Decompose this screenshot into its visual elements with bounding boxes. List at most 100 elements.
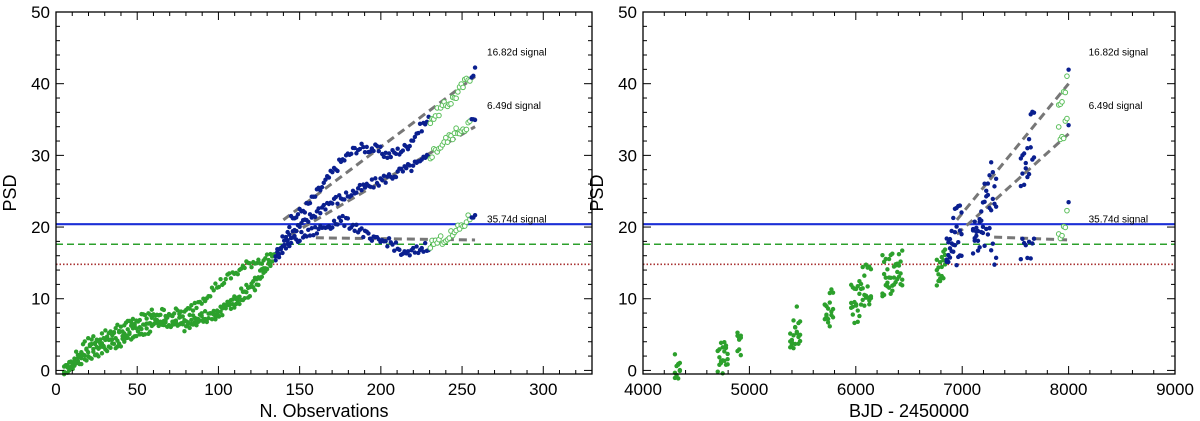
- data-point: [371, 185, 376, 190]
- data-point: [350, 222, 356, 228]
- data-point: [386, 236, 392, 241]
- data-point: [858, 281, 864, 287]
- data-point: [259, 267, 265, 272]
- data-point: [242, 289, 247, 294]
- data-point: [1028, 145, 1033, 150]
- data-point: [321, 202, 326, 208]
- data-point: [123, 333, 129, 338]
- data-point: [357, 146, 363, 152]
- data-point: [294, 228, 299, 234]
- x-tick-label: 4000: [624, 380, 662, 399]
- data-point: [886, 256, 892, 262]
- data-point: [226, 271, 232, 276]
- data-point: [427, 120, 434, 127]
- data-point: [824, 313, 829, 319]
- data-point: [829, 287, 834, 292]
- data-point: [180, 322, 185, 327]
- x-tick-label: 0: [51, 380, 60, 399]
- data-point: [412, 250, 418, 255]
- data-point: [868, 294, 874, 299]
- data-point: [437, 233, 444, 239]
- data-point: [900, 277, 905, 282]
- y-axis-title: PSD: [0, 174, 20, 211]
- data-point: [386, 151, 392, 156]
- data-point: [738, 352, 744, 358]
- data-point: [312, 214, 318, 220]
- data-point: [383, 238, 388, 244]
- data-point: [952, 242, 958, 248]
- data-point: [972, 219, 977, 224]
- data-point: [720, 345, 725, 350]
- data-point: [954, 224, 959, 229]
- data-point: [984, 226, 989, 232]
- data-point: [735, 348, 740, 354]
- data-point: [1030, 241, 1035, 246]
- data-point: [302, 210, 308, 215]
- data-point: [393, 240, 399, 245]
- data-point: [225, 299, 230, 304]
- data-point: [1064, 73, 1070, 79]
- data-point: [472, 212, 478, 218]
- data-point: [427, 245, 434, 251]
- data-point: [1018, 183, 1024, 189]
- data-point: [865, 284, 870, 289]
- data-point: [900, 248, 905, 253]
- trend-line-1: [955, 132, 1070, 236]
- data-point: [288, 240, 294, 246]
- data-point: [980, 230, 986, 236]
- data-point: [376, 183, 381, 188]
- data-point: [722, 358, 727, 363]
- data-point: [159, 322, 165, 327]
- data-point: [1064, 115, 1070, 122]
- data-point: [985, 232, 991, 237]
- data-point: [151, 322, 156, 327]
- data-point: [216, 313, 222, 319]
- data-point: [307, 200, 313, 206]
- data-point: [985, 181, 991, 186]
- data-point: [189, 317, 194, 323]
- data-point: [934, 257, 940, 263]
- data-point: [429, 154, 435, 161]
- data-point: [84, 346, 89, 351]
- data-point: [173, 319, 179, 325]
- data-point: [269, 259, 275, 264]
- data-point: [407, 163, 412, 168]
- data-point: [101, 335, 106, 341]
- data-point: [1026, 136, 1032, 142]
- data-point: [77, 353, 82, 359]
- data-point: [388, 154, 394, 160]
- data-point: [362, 185, 368, 190]
- data-point: [860, 264, 865, 270]
- data-point: [951, 215, 956, 221]
- data-point: [982, 243, 987, 249]
- data-point: [975, 248, 981, 253]
- data-point: [306, 219, 311, 225]
- data-point: [410, 245, 416, 251]
- x-tick-label: 300: [529, 380, 557, 399]
- data-point: [1020, 171, 1025, 176]
- data-point: [259, 261, 265, 266]
- data-point: [829, 309, 834, 314]
- data-point: [142, 332, 148, 337]
- data-point: [371, 148, 376, 154]
- data-point: [85, 335, 91, 341]
- data-point: [715, 348, 720, 354]
- data-point: [993, 255, 999, 261]
- data-point: [959, 253, 964, 258]
- data-point: [120, 329, 125, 334]
- data-point: [436, 112, 442, 119]
- data-point: [1064, 207, 1070, 214]
- data-point: [280, 234, 285, 239]
- data-point: [208, 311, 213, 316]
- y-axis-title: PSD: [587, 174, 607, 211]
- data-point: [335, 222, 340, 227]
- data-point: [306, 227, 311, 233]
- data-point: [977, 245, 982, 250]
- data-point: [335, 201, 340, 206]
- data-point: [736, 337, 742, 342]
- data-point: [979, 209, 984, 214]
- data-point: [204, 319, 210, 325]
- data-point: [400, 148, 406, 153]
- data-point: [287, 232, 292, 237]
